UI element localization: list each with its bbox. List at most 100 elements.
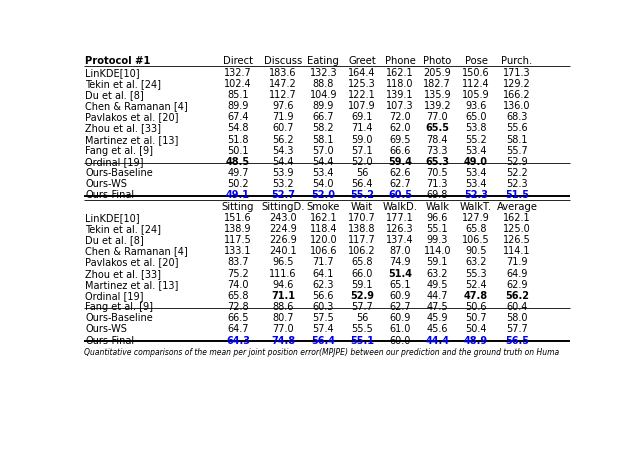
Text: Discuss: Discuss [264, 57, 302, 66]
Text: 74.0: 74.0 [227, 280, 249, 290]
Text: 64.7: 64.7 [227, 325, 249, 334]
Text: 137.4: 137.4 [387, 235, 414, 245]
Text: 104.9: 104.9 [310, 90, 337, 100]
Text: 88.6: 88.6 [273, 302, 294, 312]
Text: 62.6: 62.6 [389, 168, 411, 178]
Text: 106.5: 106.5 [462, 235, 490, 245]
Text: 151.6: 151.6 [224, 213, 252, 223]
Text: 72.8: 72.8 [227, 302, 249, 312]
Text: 122.1: 122.1 [348, 90, 376, 100]
Text: 162.1: 162.1 [387, 68, 414, 77]
Text: 56: 56 [356, 168, 368, 178]
Text: Smoke: Smoke [307, 201, 340, 212]
Text: 205.9: 205.9 [424, 68, 451, 77]
Text: 77.0: 77.0 [272, 325, 294, 334]
Text: LinKDE[10]: LinKDE[10] [85, 68, 140, 77]
Text: 57.1: 57.1 [351, 146, 373, 156]
Text: 50.6: 50.6 [465, 302, 487, 312]
Text: 66.6: 66.6 [389, 146, 411, 156]
Text: 65.0: 65.0 [465, 112, 487, 122]
Text: 170.7: 170.7 [348, 213, 376, 223]
Text: 52.0: 52.0 [311, 190, 335, 201]
Text: 63.2: 63.2 [426, 269, 448, 278]
Text: 107.3: 107.3 [387, 101, 414, 111]
Text: 71.9: 71.9 [506, 257, 528, 267]
Text: 58.2: 58.2 [312, 124, 334, 134]
Text: Wait: Wait [351, 201, 373, 212]
Text: WalkD.: WalkD. [383, 201, 417, 212]
Text: 125.3: 125.3 [348, 79, 376, 89]
Text: 133.1: 133.1 [225, 246, 252, 256]
Text: Fang et al. [9]: Fang et al. [9] [85, 302, 154, 312]
Text: 51.5: 51.5 [505, 190, 529, 201]
Text: 138.9: 138.9 [225, 224, 252, 234]
Text: 71.7: 71.7 [312, 257, 334, 267]
Text: 65.8: 65.8 [227, 291, 249, 301]
Text: Ours-Final: Ours-Final [85, 336, 134, 346]
Text: 139.2: 139.2 [424, 101, 451, 111]
Text: 56.2: 56.2 [272, 135, 294, 145]
Text: 59.1: 59.1 [351, 280, 373, 290]
Text: 57.7: 57.7 [351, 302, 373, 312]
Text: 64.1: 64.1 [313, 269, 334, 278]
Text: 56.2: 56.2 [505, 291, 529, 301]
Text: 50.2: 50.2 [227, 179, 249, 189]
Text: Chen & Ramanan [4]: Chen & Ramanan [4] [85, 101, 188, 111]
Text: 164.4: 164.4 [348, 68, 376, 77]
Text: 71.3: 71.3 [426, 179, 448, 189]
Text: 52.0: 52.0 [351, 157, 373, 167]
Text: 48.5: 48.5 [226, 157, 250, 167]
Text: 111.6: 111.6 [269, 269, 297, 278]
Text: 83.7: 83.7 [227, 257, 249, 267]
Text: 69.1: 69.1 [351, 112, 372, 122]
Text: 44.4: 44.4 [425, 336, 449, 346]
Text: 96.6: 96.6 [427, 213, 448, 223]
Text: 102.4: 102.4 [224, 79, 252, 89]
Text: 89.9: 89.9 [227, 101, 249, 111]
Text: 71.1: 71.1 [271, 291, 295, 301]
Text: 55.6: 55.6 [506, 124, 528, 134]
Text: 55.1: 55.1 [426, 224, 448, 234]
Text: 54.4: 54.4 [312, 157, 334, 167]
Text: Zhou et al. [33]: Zhou et al. [33] [85, 124, 161, 134]
Text: Tekin et al. [24]: Tekin et al. [24] [85, 224, 161, 234]
Text: 90.5: 90.5 [465, 246, 487, 256]
Text: 49.0: 49.0 [464, 157, 488, 167]
Text: 97.6: 97.6 [272, 101, 294, 111]
Text: 57.4: 57.4 [312, 325, 334, 334]
Text: 65.8: 65.8 [351, 257, 373, 267]
Text: 49.1: 49.1 [226, 190, 250, 201]
Text: 57.5: 57.5 [312, 313, 334, 323]
Text: 78.4: 78.4 [426, 135, 448, 145]
Text: 127.9: 127.9 [462, 213, 490, 223]
Text: Ours-WS: Ours-WS [85, 325, 127, 334]
Text: 53.4: 53.4 [465, 179, 487, 189]
Text: SittingD.: SittingD. [261, 201, 305, 212]
Text: 129.2: 129.2 [503, 79, 531, 89]
Text: 117.7: 117.7 [348, 235, 376, 245]
Text: 65.3: 65.3 [425, 157, 449, 167]
Text: 51.4: 51.4 [388, 269, 412, 278]
Text: 138.8: 138.8 [348, 224, 376, 234]
Text: Ours-Baseline: Ours-Baseline [85, 313, 153, 323]
Text: 48.9: 48.9 [464, 336, 488, 346]
Text: 120.0: 120.0 [310, 235, 337, 245]
Text: 62.7: 62.7 [389, 302, 411, 312]
Text: 60.5: 60.5 [388, 190, 412, 201]
Text: 85.1: 85.1 [227, 90, 249, 100]
Text: 66.5: 66.5 [227, 313, 249, 323]
Text: 50.7: 50.7 [465, 313, 487, 323]
Text: 57.0: 57.0 [312, 146, 334, 156]
Text: 60.3: 60.3 [313, 302, 334, 312]
Text: 106.6: 106.6 [310, 246, 337, 256]
Text: 65.5: 65.5 [425, 124, 449, 134]
Text: 139.1: 139.1 [387, 90, 414, 100]
Text: 52.4: 52.4 [465, 280, 487, 290]
Text: 114.0: 114.0 [424, 246, 451, 256]
Text: 93.6: 93.6 [465, 101, 486, 111]
Text: 125.0: 125.0 [503, 224, 531, 234]
Text: 80.7: 80.7 [272, 313, 294, 323]
Text: 70.5: 70.5 [426, 168, 448, 178]
Text: 73.3: 73.3 [426, 146, 448, 156]
Text: 62.9: 62.9 [506, 280, 528, 290]
